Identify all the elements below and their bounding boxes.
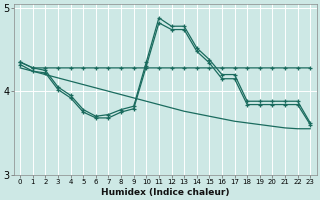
X-axis label: Humidex (Indice chaleur): Humidex (Indice chaleur) [101,188,229,197]
